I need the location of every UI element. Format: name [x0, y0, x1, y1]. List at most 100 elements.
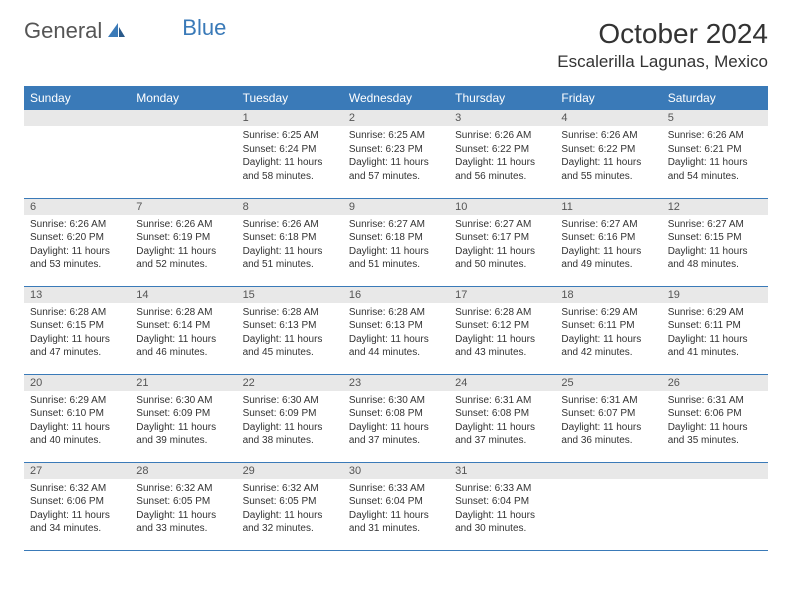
day-number: 16 — [343, 287, 449, 303]
title-block: October 2024 Escalerilla Lagunas, Mexico — [557, 18, 768, 72]
calendar-day-cell: 28Sunrise: 6:32 AMSunset: 6:05 PMDayligh… — [130, 462, 236, 550]
daylight-text: Daylight: 11 hours and 50 minutes. — [455, 245, 549, 272]
weekday-header-row: Sunday Monday Tuesday Wednesday Thursday… — [24, 86, 768, 110]
logo-text-1: General — [24, 18, 102, 44]
sunrise-text: Sunrise: 6:25 AM — [243, 129, 337, 143]
day-number: 3 — [449, 110, 555, 126]
weekday-header: Monday — [130, 86, 236, 110]
logo: General Blue — [24, 18, 226, 44]
daylight-text: Daylight: 11 hours and 34 minutes. — [30, 509, 124, 536]
daylight-text: Daylight: 11 hours and 55 minutes. — [561, 156, 655, 183]
sunset-text: Sunset: 6:04 PM — [455, 495, 549, 509]
day-details — [555, 479, 661, 539]
sunset-text: Sunset: 6:07 PM — [561, 407, 655, 421]
calendar-day-cell: 4Sunrise: 6:26 AMSunset: 6:22 PMDaylight… — [555, 110, 661, 198]
sunrise-text: Sunrise: 6:28 AM — [136, 306, 230, 320]
calendar-day-cell: 7Sunrise: 6:26 AMSunset: 6:19 PMDaylight… — [130, 198, 236, 286]
day-details — [130, 126, 236, 186]
day-number: 29 — [237, 463, 343, 479]
calendar-day-cell: 11Sunrise: 6:27 AMSunset: 6:16 PMDayligh… — [555, 198, 661, 286]
day-details: Sunrise: 6:30 AMSunset: 6:09 PMDaylight:… — [237, 391, 343, 452]
location: Escalerilla Lagunas, Mexico — [557, 52, 768, 72]
calendar-day-cell: 3Sunrise: 6:26 AMSunset: 6:22 PMDaylight… — [449, 110, 555, 198]
sunrise-text: Sunrise: 6:27 AM — [455, 218, 549, 232]
sunrise-text: Sunrise: 6:31 AM — [561, 394, 655, 408]
calendar-day-cell: 29Sunrise: 6:32 AMSunset: 6:05 PMDayligh… — [237, 462, 343, 550]
day-details: Sunrise: 6:28 AMSunset: 6:13 PMDaylight:… — [343, 303, 449, 364]
day-number: 11 — [555, 199, 661, 215]
sunrise-text: Sunrise: 6:32 AM — [243, 482, 337, 496]
day-details: Sunrise: 6:30 AMSunset: 6:09 PMDaylight:… — [130, 391, 236, 452]
day-details: Sunrise: 6:31 AMSunset: 6:08 PMDaylight:… — [449, 391, 555, 452]
day-number: 30 — [343, 463, 449, 479]
daylight-text: Daylight: 11 hours and 54 minutes. — [668, 156, 762, 183]
day-details: Sunrise: 6:26 AMSunset: 6:20 PMDaylight:… — [24, 215, 130, 276]
daylight-text: Daylight: 11 hours and 47 minutes. — [30, 333, 124, 360]
daylight-text: Daylight: 11 hours and 51 minutes. — [349, 245, 443, 272]
day-number — [130, 110, 236, 126]
day-number: 8 — [237, 199, 343, 215]
day-details: Sunrise: 6:26 AMSunset: 6:18 PMDaylight:… — [237, 215, 343, 276]
calendar-week-row: 27Sunrise: 6:32 AMSunset: 6:06 PMDayligh… — [24, 462, 768, 550]
weekday-header: Wednesday — [343, 86, 449, 110]
sunrise-text: Sunrise: 6:28 AM — [30, 306, 124, 320]
day-number: 6 — [24, 199, 130, 215]
day-number — [555, 463, 661, 479]
sunrise-text: Sunrise: 6:26 AM — [136, 218, 230, 232]
day-number: 25 — [555, 375, 661, 391]
calendar-day-cell: 14Sunrise: 6:28 AMSunset: 6:14 PMDayligh… — [130, 286, 236, 374]
calendar-day-cell: 21Sunrise: 6:30 AMSunset: 6:09 PMDayligh… — [130, 374, 236, 462]
sunrise-text: Sunrise: 6:26 AM — [455, 129, 549, 143]
calendar-week-row: 20Sunrise: 6:29 AMSunset: 6:10 PMDayligh… — [24, 374, 768, 462]
day-number: 18 — [555, 287, 661, 303]
calendar-day-cell: 1Sunrise: 6:25 AMSunset: 6:24 PMDaylight… — [237, 110, 343, 198]
sunset-text: Sunset: 6:11 PM — [561, 319, 655, 333]
sunrise-text: Sunrise: 6:26 AM — [243, 218, 337, 232]
calendar-day-cell — [130, 110, 236, 198]
daylight-text: Daylight: 11 hours and 53 minutes. — [30, 245, 124, 272]
day-number: 19 — [662, 287, 768, 303]
logo-text-2: Blue — [182, 15, 226, 41]
sunrise-text: Sunrise: 6:28 AM — [455, 306, 549, 320]
calendar-day-cell: 9Sunrise: 6:27 AMSunset: 6:18 PMDaylight… — [343, 198, 449, 286]
sunset-text: Sunset: 6:22 PM — [561, 143, 655, 157]
daylight-text: Daylight: 11 hours and 31 minutes. — [349, 509, 443, 536]
weekday-header: Friday — [555, 86, 661, 110]
sunset-text: Sunset: 6:04 PM — [349, 495, 443, 509]
day-details: Sunrise: 6:25 AMSunset: 6:24 PMDaylight:… — [237, 126, 343, 187]
day-number: 22 — [237, 375, 343, 391]
day-number: 27 — [24, 463, 130, 479]
day-details: Sunrise: 6:26 AMSunset: 6:21 PMDaylight:… — [662, 126, 768, 187]
daylight-text: Daylight: 11 hours and 36 minutes. — [561, 421, 655, 448]
weekday-header: Thursday — [449, 86, 555, 110]
day-number: 2 — [343, 110, 449, 126]
sunrise-text: Sunrise: 6:33 AM — [455, 482, 549, 496]
day-number: 5 — [662, 110, 768, 126]
day-details: Sunrise: 6:28 AMSunset: 6:12 PMDaylight:… — [449, 303, 555, 364]
calendar-week-row: 13Sunrise: 6:28 AMSunset: 6:15 PMDayligh… — [24, 286, 768, 374]
day-details: Sunrise: 6:27 AMSunset: 6:16 PMDaylight:… — [555, 215, 661, 276]
sunset-text: Sunset: 6:24 PM — [243, 143, 337, 157]
day-details: Sunrise: 6:32 AMSunset: 6:06 PMDaylight:… — [24, 479, 130, 540]
sunrise-text: Sunrise: 6:31 AM — [455, 394, 549, 408]
sunrise-text: Sunrise: 6:30 AM — [349, 394, 443, 408]
sunrise-text: Sunrise: 6:26 AM — [30, 218, 124, 232]
daylight-text: Daylight: 11 hours and 37 minutes. — [455, 421, 549, 448]
calendar-day-cell: 22Sunrise: 6:30 AMSunset: 6:09 PMDayligh… — [237, 374, 343, 462]
logo-sail-icon — [106, 21, 126, 39]
daylight-text: Daylight: 11 hours and 40 minutes. — [30, 421, 124, 448]
sunset-text: Sunset: 6:10 PM — [30, 407, 124, 421]
day-details: Sunrise: 6:30 AMSunset: 6:08 PMDaylight:… — [343, 391, 449, 452]
sunrise-text: Sunrise: 6:27 AM — [561, 218, 655, 232]
sunset-text: Sunset: 6:16 PM — [561, 231, 655, 245]
header: General Blue October 2024 Escalerilla La… — [24, 18, 768, 72]
sunset-text: Sunset: 6:15 PM — [30, 319, 124, 333]
calendar-day-cell: 15Sunrise: 6:28 AMSunset: 6:13 PMDayligh… — [237, 286, 343, 374]
daylight-text: Daylight: 11 hours and 38 minutes. — [243, 421, 337, 448]
daylight-text: Daylight: 11 hours and 41 minutes. — [668, 333, 762, 360]
daylight-text: Daylight: 11 hours and 51 minutes. — [243, 245, 337, 272]
sunrise-text: Sunrise: 6:27 AM — [668, 218, 762, 232]
sunset-text: Sunset: 6:23 PM — [349, 143, 443, 157]
daylight-text: Daylight: 11 hours and 44 minutes. — [349, 333, 443, 360]
sunset-text: Sunset: 6:18 PM — [349, 231, 443, 245]
